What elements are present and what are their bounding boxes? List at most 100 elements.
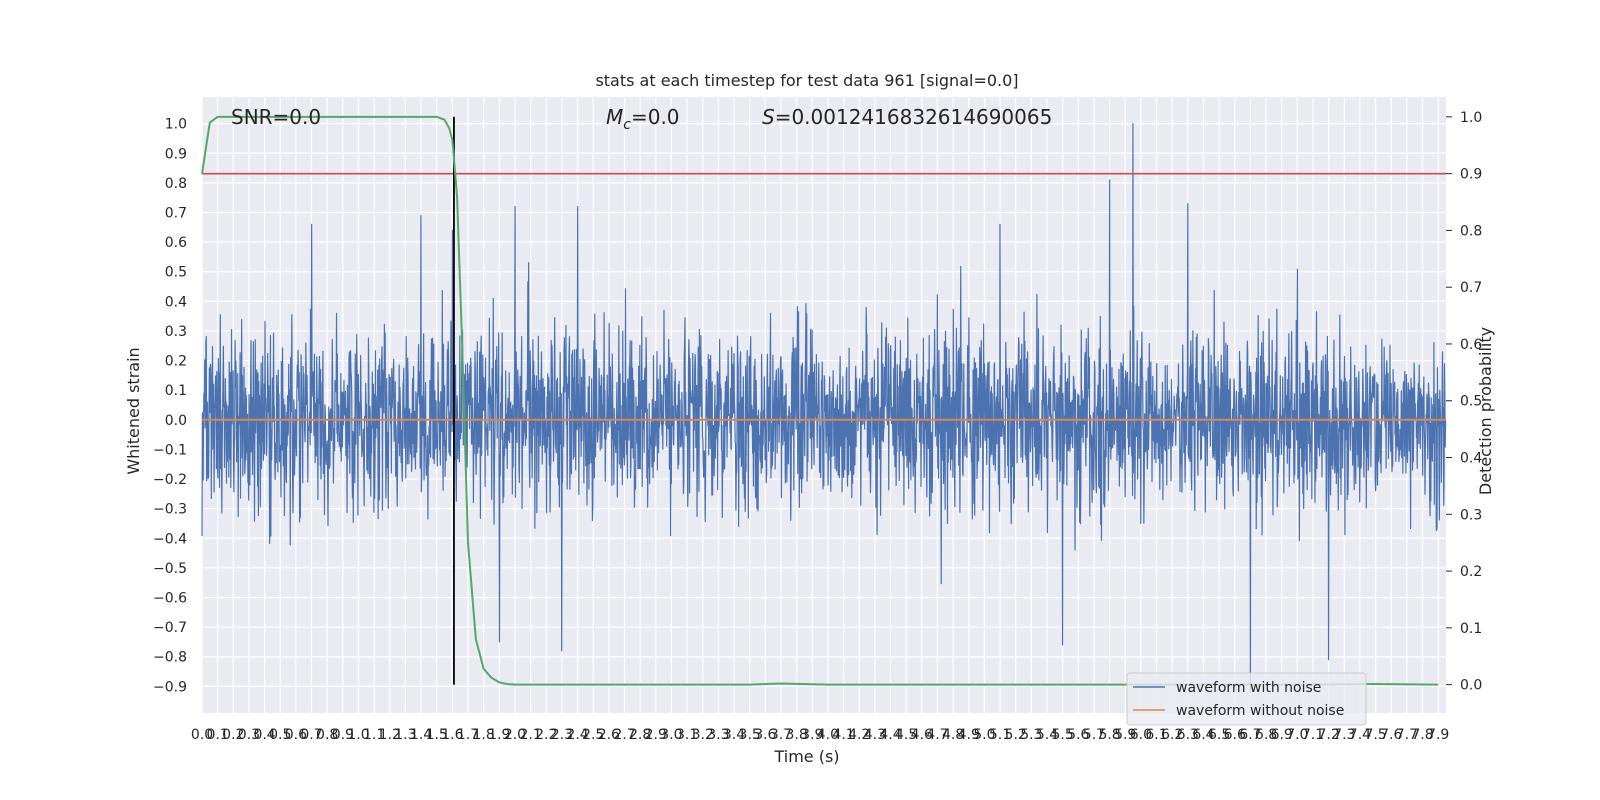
x-tick-label: 0.6 (285, 727, 307, 743)
legend-box (1126, 672, 1367, 726)
y-tick-label: 0.1 (165, 383, 187, 399)
y2-axis-label: Detection probability (1476, 327, 1495, 495)
y2-tick-label: 0.0 (1460, 678, 1482, 694)
y2-tick-label: 0.8 (1460, 223, 1482, 239)
x-tick-label: 6.1 (1145, 727, 1167, 743)
y-tick-label: 0.5 (165, 265, 187, 281)
mc-annotation: Mc=0.0 (606, 105, 680, 133)
s-annotation: S=0.0012416832614690065 (762, 105, 1052, 129)
x-tick-label: 4.8 (942, 727, 964, 743)
y-tick-label: 0.4 (165, 294, 187, 310)
y2-axis-ticks: 1.0 0.9 0.8 0.7 0.6 0.5 0.4 0.3 0.2 0.1 0.0 (1446, 110, 1482, 694)
x-tick-label: 6.8 (1255, 727, 1277, 743)
x-tick-label: 5.0 (973, 727, 995, 743)
y2-tick-label: 0.9 (1460, 167, 1482, 183)
y-tick-label: 0.9 (165, 146, 187, 162)
x-tick-label: 3.4 (723, 727, 745, 743)
x-axis-ticks: 0.00.10.20.30.40.50.60.70.80.91.01.11.21… (191, 727, 1449, 743)
x-tick-label: 4.7 (926, 727, 948, 743)
y-tick-label: −0.5 (153, 561, 187, 577)
x-tick-label: 3.5 (739, 727, 761, 743)
x-tick-label: 4.1 (832, 727, 854, 743)
s-symbol: S (762, 105, 775, 129)
x-tick-label: 4.6 (911, 727, 933, 743)
x-tick-label: 1.8 (473, 727, 495, 743)
x-tick-label: 0.8 (316, 727, 338, 743)
snr-annotation: SNR=0.0 (231, 105, 321, 129)
mc-subscript: c (623, 117, 631, 133)
x-tick-label: 2.4 (566, 727, 588, 743)
y2-tick-label: 0.1 (1460, 621, 1482, 637)
legend-label-waveform-with-noise: waveform with noise (1176, 680, 1321, 696)
s-value: =0.0012416832614690065 (775, 105, 1053, 129)
x-tick-label: 3.0 (660, 727, 682, 743)
x-tick-label: 3.9 (801, 727, 823, 743)
x-tick-label: 7.9 (1427, 727, 1449, 743)
x-tick-label: 5.2 (1005, 727, 1027, 743)
y-tick-label: −0.3 (153, 502, 187, 518)
x-tick-label: 4.2 (848, 727, 870, 743)
x-tick-label: 1.9 (488, 727, 510, 743)
x-tick-label: 0.3 (238, 727, 260, 743)
x-tick-label: 6.3 (1177, 727, 1199, 743)
x-tick-label: 7.1 (1302, 727, 1324, 743)
x-tick-label: 5.1 (989, 727, 1011, 743)
y-tick-label: −0.9 (153, 679, 187, 695)
y-tick-label: −0.8 (153, 650, 187, 666)
x-tick-label: 4.9 (958, 727, 980, 743)
x-tick-label: 1.0 (347, 727, 369, 743)
y-tick-label: −0.4 (153, 531, 187, 547)
x-tick-label: 2.8 (629, 727, 651, 743)
x-tick-label: 6.2 (1161, 727, 1183, 743)
x-tick-label: 4.5 (895, 727, 917, 743)
x-tick-label: 1.2 (379, 727, 401, 743)
y-tick-label: 0.0 (165, 413, 187, 429)
y2-tick-label: 0.5 (1460, 394, 1482, 410)
chart-title: stats at each timestep for test data 961… (595, 71, 1018, 90)
x-tick-label: 0.5 (269, 727, 291, 743)
y-tick-label: 0.8 (165, 176, 187, 192)
legend: waveform with noise waveform without noi… (1126, 672, 1367, 726)
mc-value: =0.0 (631, 105, 680, 129)
x-tick-label: 7.5 (1364, 727, 1386, 743)
x-tick-label: 2.0 (504, 727, 526, 743)
x-tick-label: 0.0 (191, 727, 213, 743)
x-tick-label: 1.7 (457, 727, 479, 743)
y2-tick-label: 0.4 (1460, 451, 1482, 467)
y-tick-label: −0.7 (153, 620, 187, 636)
detection-probability-line (201, 115, 1439, 686)
y2-tick-label: 0.6 (1460, 337, 1482, 353)
y2-tick-label: 0.3 (1460, 507, 1482, 523)
y-tick-label: −0.6 (153, 591, 187, 607)
x-tick-label: 7.2 (1318, 727, 1340, 743)
x-tick-label: 6.5 (1208, 727, 1230, 743)
y-tick-label: 0.6 (165, 235, 187, 251)
x-tick-label: 0.4 (253, 727, 275, 743)
x-tick-label: 5.6 (1067, 727, 1089, 743)
x-tick-label: 0.1 (207, 727, 229, 743)
x-tick-label: 2.1 (519, 727, 541, 743)
mc-symbol: M (606, 105, 623, 129)
x-tick-label: 2.5 (582, 727, 604, 743)
x-tick-label: 3.7 (770, 727, 792, 743)
x-tick-label: 0.9 (332, 727, 354, 743)
x-tick-label: 0.7 (300, 727, 322, 743)
x-tick-label: 1.5 (426, 727, 448, 743)
y-axis-ticks: 1.0 0.9 0.8 0.7 0.6 0.5 0.4 0.3 0.2 0.1 0.0 −0.1 −0.… (153, 117, 187, 696)
x-tick-label: 1.1 (363, 727, 385, 743)
x-tick-label: 5.4 (1036, 727, 1058, 743)
x-tick-label: 3.2 (692, 727, 714, 743)
y-tick-label: −0.2 (153, 472, 187, 488)
x-tick-label: 1.3 (394, 727, 416, 743)
y2-tick-label: 0.7 (1460, 280, 1482, 296)
x-tick-label: 6.7 (1239, 727, 1261, 743)
x-tick-label: 7.4 (1349, 727, 1371, 743)
x-tick-label: 7.0 (1286, 727, 1308, 743)
x-tick-label: 4.0 (817, 727, 839, 743)
x-tick-label: 7.8 (1411, 727, 1433, 743)
series-waveform-with-noise (201, 123, 1447, 693)
y-tick-label: 0.2 (165, 354, 187, 370)
legend-label-waveform-without-noise: waveform without noise (1176, 703, 1344, 719)
x-tick-label: 1.4 (410, 727, 432, 743)
